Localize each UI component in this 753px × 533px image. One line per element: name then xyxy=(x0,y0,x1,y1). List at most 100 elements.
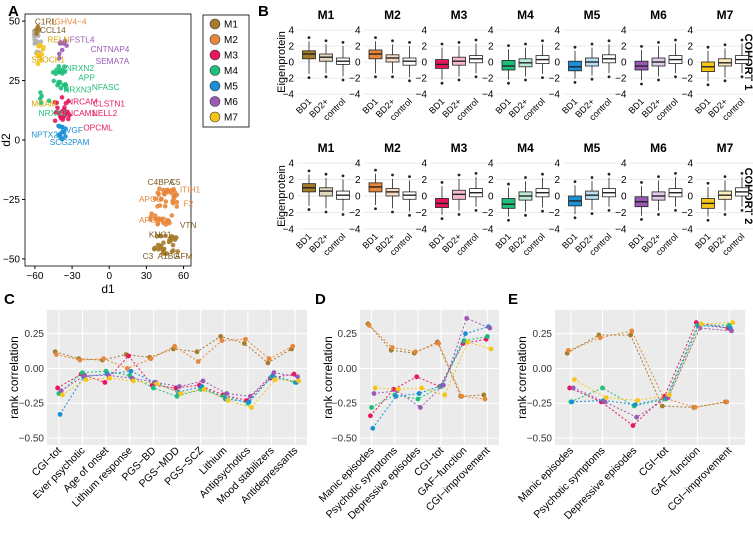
category-label: Manic episodes xyxy=(516,445,576,505)
legend-marker xyxy=(209,96,221,107)
scatter-point xyxy=(32,41,37,46)
y-axis-label: rank correlation xyxy=(7,336,21,419)
scatter-point xyxy=(152,213,158,218)
x-tick-label: 60 xyxy=(178,271,190,282)
data-point-m7 xyxy=(178,391,184,396)
outlier-point xyxy=(640,82,643,86)
legend-marker xyxy=(209,80,221,92)
y-tick-label: −4 xyxy=(482,90,494,101)
y-tick-label: 0.00 xyxy=(533,364,553,375)
outlier-point xyxy=(524,213,527,217)
outlier-point xyxy=(440,181,444,184)
y-tick-label: 4 xyxy=(488,159,494,170)
legend-label: M1 xyxy=(224,20,238,31)
y-tick-label: −2 xyxy=(682,208,694,219)
y-axis-label: Eigenprotein xyxy=(276,31,288,93)
data-point-m2 xyxy=(692,405,698,410)
outlier-point xyxy=(374,36,377,39)
series-line-m3 xyxy=(569,321,729,427)
gene-label: NRXN3 xyxy=(63,84,92,94)
scatter-point xyxy=(62,111,68,117)
panel-a-scatter: −60 −30 0 30 60 −50 −25 0 25 50 d1 d2 C1RLIGHV4−4CCL… xyxy=(0,13,250,296)
outlier-point xyxy=(723,43,727,47)
box xyxy=(302,50,316,60)
y-tick-label: 4 xyxy=(421,159,427,170)
y-tick-label: 50 xyxy=(9,17,21,28)
legend-marker xyxy=(209,34,221,45)
data-point-m2 xyxy=(597,335,603,341)
scatter-point xyxy=(57,131,63,137)
module-title: M1 xyxy=(318,8,335,22)
outlier-point xyxy=(457,213,461,216)
data-point-m7 xyxy=(154,381,160,387)
gene-label: FSTL4 xyxy=(70,35,95,45)
data-point-m2 xyxy=(101,356,107,362)
y-axis-label: Eigenprotein xyxy=(276,165,288,227)
legend-label: M4 xyxy=(224,66,238,77)
outlier-point xyxy=(374,207,377,211)
y-tick-label: 2 xyxy=(554,42,560,53)
data-point-m6 xyxy=(697,325,703,331)
scatter-point xyxy=(51,78,57,84)
y-tick-label: 4 xyxy=(687,159,693,170)
data-point-m6 xyxy=(247,393,253,399)
gene-label: IGHV4−4 xyxy=(52,17,87,27)
gene-label: RELN xyxy=(47,35,69,45)
scatter-point xyxy=(62,64,67,69)
outlier-point xyxy=(541,76,544,79)
y-tick-label: 2 xyxy=(355,42,361,53)
module-title: M3 xyxy=(451,8,468,22)
scatter-point xyxy=(158,196,164,202)
box xyxy=(501,198,516,209)
scatter-point xyxy=(174,204,180,209)
gene-label: NRCAM xyxy=(67,96,98,106)
scatter-point xyxy=(166,218,172,224)
y-tick-label: 4 xyxy=(355,159,361,170)
data-point-m7 xyxy=(372,385,378,391)
outlier-point xyxy=(674,38,677,42)
outlier-point xyxy=(657,175,660,179)
gene-label: APOA4 xyxy=(139,215,167,225)
gene-label: F2 xyxy=(184,199,194,209)
y-tick-label: 0.25 xyxy=(25,329,45,340)
scatter-point xyxy=(37,53,43,59)
outlier-point xyxy=(524,176,527,179)
gene-label: NCAM1 xyxy=(67,108,96,118)
gene-label: MCAM xyxy=(31,99,56,109)
series-line-m6 xyxy=(60,372,298,397)
outlier-point xyxy=(457,78,461,82)
scatter-point xyxy=(148,217,153,222)
outlier-point xyxy=(374,168,377,172)
scatter-point xyxy=(151,246,157,252)
y-tick-label: −4 xyxy=(682,90,694,101)
outlier-point xyxy=(657,41,660,44)
y-tick-label: 0 xyxy=(554,58,560,69)
scatter-point xyxy=(174,199,180,205)
scatter-point xyxy=(63,134,68,139)
outlier-point xyxy=(607,39,611,43)
outlier-point xyxy=(640,45,643,48)
data-point-m2 xyxy=(124,366,130,371)
panel-label-e: E xyxy=(508,291,518,308)
data-point-m3 xyxy=(567,385,573,391)
y-tick-label: 2 xyxy=(554,175,560,186)
outlier-point xyxy=(408,79,411,83)
outlier-point xyxy=(706,181,710,185)
outlier-point xyxy=(674,75,677,79)
scatter-point xyxy=(59,47,65,53)
scatter-point xyxy=(161,220,166,226)
series-line-m7 xyxy=(574,322,733,401)
series-line-m5 xyxy=(572,324,731,406)
x-tick-label: 0 xyxy=(106,271,112,282)
data-point-m5 xyxy=(246,399,252,405)
data-point-m2 xyxy=(266,356,272,362)
outlier-point xyxy=(573,81,577,84)
outlier-point xyxy=(341,41,345,44)
scatter-point xyxy=(56,51,62,57)
outlier-point xyxy=(391,210,394,214)
data-point-m7 xyxy=(225,398,231,403)
y-tick-label: −2 xyxy=(482,208,494,219)
scatter-point xyxy=(166,239,172,245)
outlier-point xyxy=(640,218,643,221)
gene-label: NFASC xyxy=(92,82,120,92)
